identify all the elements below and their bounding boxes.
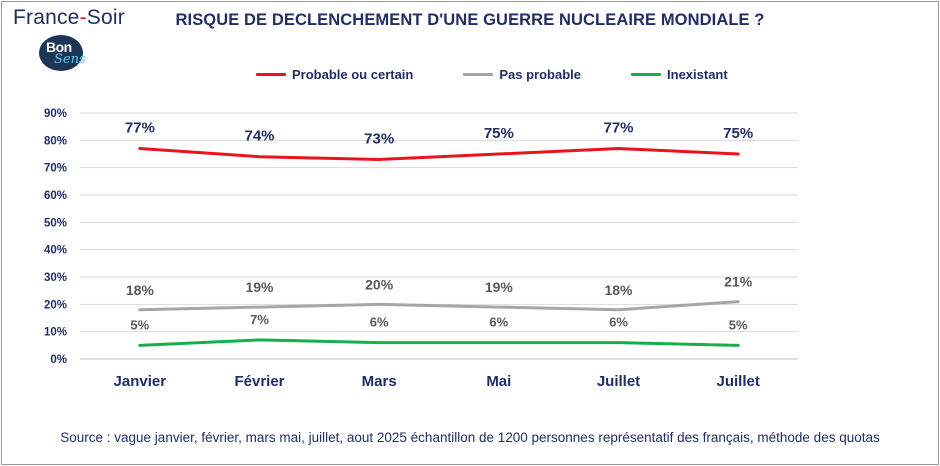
x-tick-label: Juillet	[716, 373, 759, 390]
legend-item-probable: Probable ou certain	[256, 67, 413, 82]
legend-item-pas-probable: Pas probable	[463, 67, 581, 82]
data-label: 19%	[485, 279, 514, 295]
y-tick-label: 0%	[50, 354, 67, 366]
chart-legend: Probable ou certain Pas probable Inexist…	[256, 66, 778, 82]
france-soir-logo: France-Soir	[13, 6, 125, 29]
series-line	[138, 338, 740, 347]
chart-title: RISQUE DE DECLENCHEMENT D'UNE GUERRE NUC…	[175, 11, 765, 29]
y-tick-label: 20%	[44, 299, 67, 311]
y-tick-label: 50%	[44, 217, 67, 229]
legend-label-probable: Probable ou certain	[292, 66, 414, 82]
legend-swatch-inexistant	[631, 72, 662, 76]
y-tick-label: 70%	[44, 163, 67, 175]
data-label: 74%	[244, 128, 274, 145]
data-label: 77%	[125, 120, 155, 137]
data-label: 21%	[724, 274, 753, 290]
x-tick-label: Février	[234, 373, 284, 390]
bon-sens-logo: Bon Sens	[39, 35, 86, 71]
legend-swatch-pas-probable	[463, 72, 494, 76]
data-label: 73%	[364, 130, 394, 147]
data-label: 5%	[729, 317, 748, 332]
x-tick-label: Mai	[486, 373, 511, 390]
series-line	[138, 147, 740, 161]
data-label: 6%	[609, 315, 628, 330]
data-label: 18%	[126, 282, 155, 298]
data-label: 5%	[130, 317, 149, 332]
y-tick-label: 10%	[44, 327, 67, 339]
legend-label-inexistant: Inexistant	[667, 66, 728, 82]
y-tick-label: 80%	[44, 135, 67, 147]
data-label: 75%	[723, 125, 753, 142]
legend-label-pas-probable: Pas probable	[499, 66, 582, 82]
legend-item-inexistant: Inexistant	[631, 67, 728, 82]
data-label: 18%	[604, 282, 633, 298]
data-label: 20%	[365, 276, 394, 292]
data-label: 77%	[603, 120, 633, 137]
data-label: 6%	[489, 315, 508, 330]
x-tick-label: Mars	[362, 373, 397, 390]
x-tick-label: Janvier	[114, 373, 167, 390]
source-note: Source : vague janvier, février, mars ma…	[60, 430, 880, 445]
data-label: 75%	[484, 125, 514, 142]
series-line	[138, 300, 740, 312]
y-tick-label: 60%	[44, 190, 67, 202]
data-label: 19%	[245, 279, 274, 295]
x-tick-label: Juillet	[597, 373, 640, 390]
y-tick-label: 90%	[44, 108, 67, 120]
data-label: 7%	[250, 312, 269, 327]
legend-swatch-probable	[256, 72, 286, 76]
y-tick-label: 30%	[44, 272, 67, 284]
data-label: 6%	[370, 315, 389, 330]
y-tick-label: 40%	[44, 245, 67, 257]
